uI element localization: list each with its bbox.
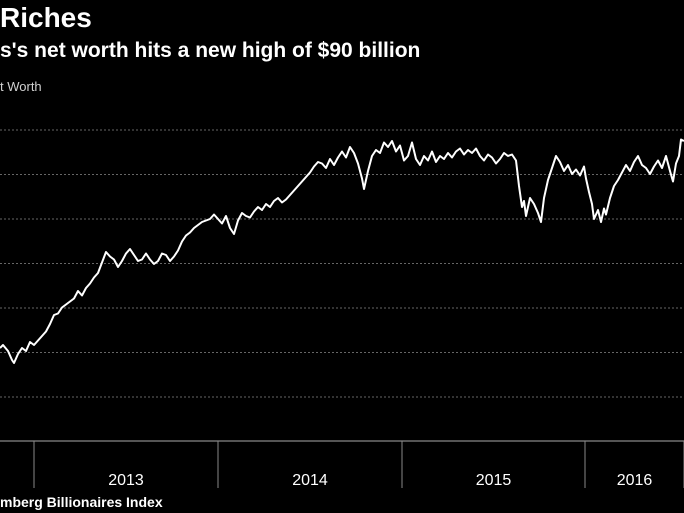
x-tick-label: 2014 xyxy=(292,472,328,489)
x-tick-label: 2016 xyxy=(617,472,653,489)
chart-title: Riches xyxy=(0,2,92,33)
x-ticks: 2013 2014 2015 2016 xyxy=(33,441,684,489)
source-note: mberg Billionaires Index xyxy=(0,494,163,510)
series-label: t Worth xyxy=(0,79,42,94)
x-tick-label: 2015 xyxy=(476,472,512,489)
x-tick-label: 2013 xyxy=(108,472,144,489)
chart-subtitle: s's net worth hits a new high of $90 bil… xyxy=(0,39,421,62)
y-gridlines xyxy=(0,129,684,398)
net-worth-line xyxy=(0,138,684,364)
